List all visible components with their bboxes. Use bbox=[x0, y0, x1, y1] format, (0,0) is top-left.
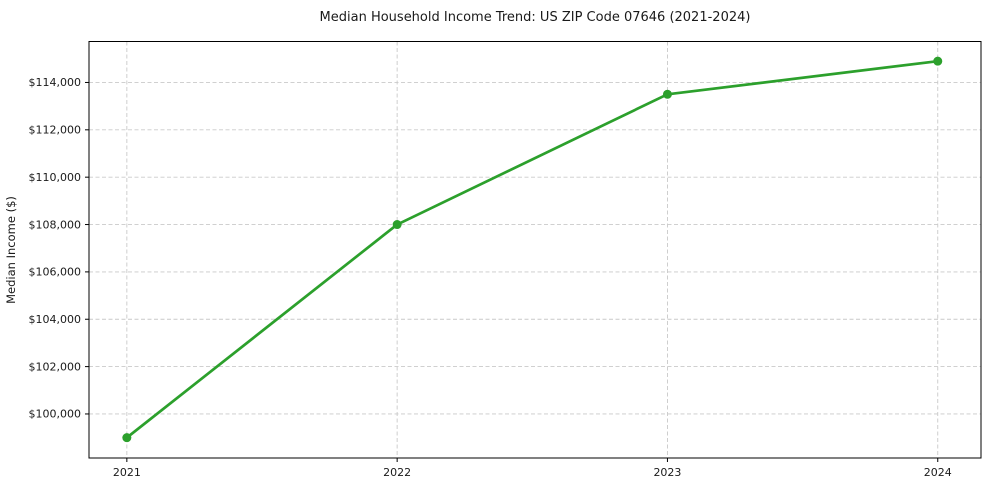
y-tick-label: $110,000 bbox=[29, 171, 82, 184]
y-tick-label: $104,000 bbox=[29, 313, 82, 326]
y-axis-label: Median Income ($) bbox=[4, 196, 18, 304]
series-layer bbox=[122, 56, 943, 443]
data-point-marker bbox=[662, 89, 672, 99]
y-tick-label: $102,000 bbox=[29, 360, 82, 373]
x-tick-label: 2024 bbox=[924, 466, 952, 479]
y-tick-label: $106,000 bbox=[29, 266, 82, 279]
y-tick-label: $108,000 bbox=[29, 218, 82, 231]
data-point-marker bbox=[933, 56, 943, 66]
y-tick-label: $100,000 bbox=[29, 408, 82, 421]
axes-layer: $100,000 $102,000 $104,000 $106,000 $108,000… bbox=[29, 41, 982, 479]
x-tick-label: 2023 bbox=[653, 466, 681, 479]
x-tick-label: 2022 bbox=[383, 466, 411, 479]
x-tick-label: 2021 bbox=[113, 466, 141, 479]
plot-border bbox=[88, 41, 982, 459]
y-tick-label: $112,000 bbox=[29, 124, 82, 137]
data-point-marker bbox=[392, 220, 402, 230]
data-point-marker bbox=[122, 433, 132, 443]
y-tick-label: $114,000 bbox=[29, 76, 82, 89]
chart-title: Median Household Income Trend: US ZIP Co… bbox=[320, 10, 751, 25]
grid-layer bbox=[89, 41, 981, 458]
income-trend-line bbox=[125, 59, 940, 439]
